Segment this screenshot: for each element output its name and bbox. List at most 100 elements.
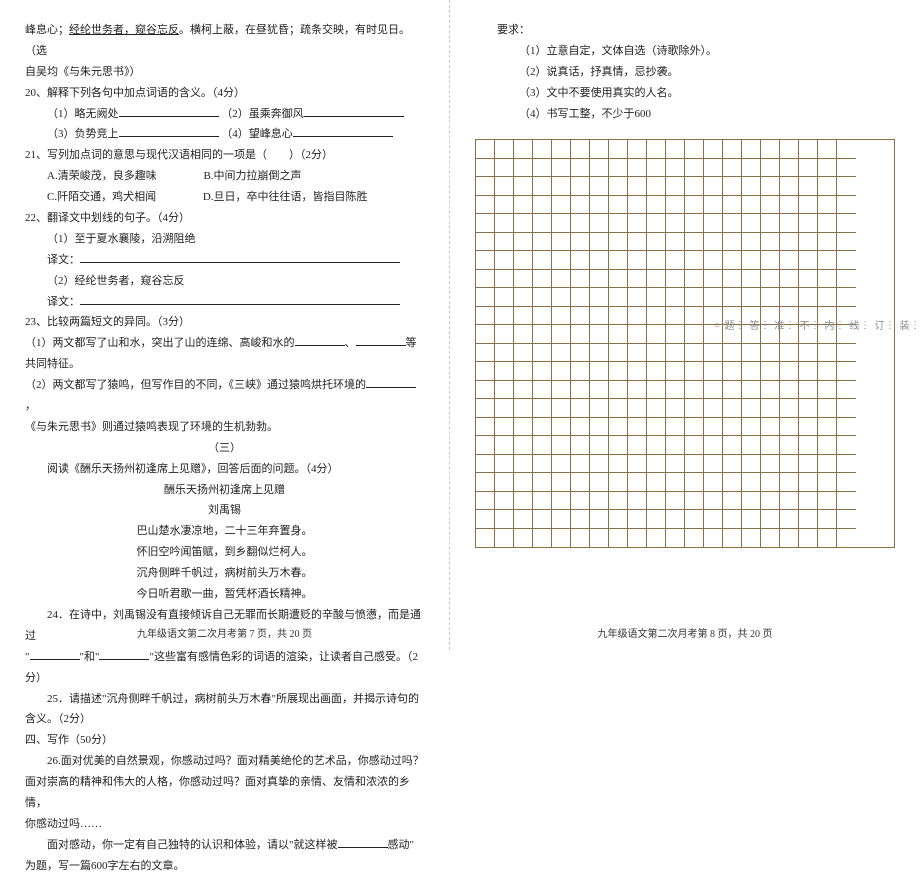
grid-cell[interactable] bbox=[666, 510, 685, 529]
grid-cell[interactable] bbox=[590, 325, 609, 344]
grid-cell[interactable] bbox=[780, 159, 799, 178]
grid-cell[interactable] bbox=[666, 270, 685, 289]
grid-cell[interactable] bbox=[704, 436, 723, 455]
grid-cell[interactable] bbox=[571, 362, 590, 381]
grid-cell[interactable] bbox=[552, 529, 571, 548]
grid-cell[interactable] bbox=[799, 344, 818, 363]
grid-cell[interactable] bbox=[552, 325, 571, 344]
grid-cell[interactable] bbox=[799, 177, 818, 196]
grid-cell[interactable] bbox=[533, 399, 552, 418]
grid-cell[interactable] bbox=[818, 362, 837, 381]
grid-cell[interactable] bbox=[571, 196, 590, 215]
grid-cell[interactable] bbox=[742, 381, 761, 400]
grid-cell[interactable] bbox=[780, 270, 799, 289]
grid-cell[interactable] bbox=[704, 159, 723, 178]
grid-cell[interactable] bbox=[571, 251, 590, 270]
grid-cell[interactable] bbox=[837, 177, 856, 196]
grid-cell[interactable] bbox=[495, 177, 514, 196]
grid-cell[interactable] bbox=[780, 529, 799, 548]
grid-cell[interactable] bbox=[571, 140, 590, 159]
grid-cell[interactable] bbox=[761, 344, 780, 363]
grid-cell[interactable] bbox=[609, 492, 628, 511]
grid-cell[interactable] bbox=[514, 270, 533, 289]
grid-cell[interactable] bbox=[609, 251, 628, 270]
blank[interactable] bbox=[80, 251, 400, 263]
grid-cell[interactable] bbox=[666, 196, 685, 215]
grid-cell[interactable] bbox=[799, 159, 818, 178]
grid-cell[interactable] bbox=[628, 325, 647, 344]
grid-cell[interactable] bbox=[514, 196, 533, 215]
grid-cell[interactable] bbox=[723, 455, 742, 474]
grid-cell[interactable] bbox=[514, 510, 533, 529]
grid-cell[interactable] bbox=[476, 196, 495, 215]
grid-cell[interactable] bbox=[495, 270, 514, 289]
grid-cell[interactable] bbox=[514, 159, 533, 178]
grid-cell[interactable] bbox=[590, 196, 609, 215]
grid-cell[interactable] bbox=[761, 381, 780, 400]
grid-cell[interactable] bbox=[837, 529, 856, 548]
grid-cell[interactable] bbox=[590, 399, 609, 418]
grid-cell[interactable] bbox=[647, 270, 666, 289]
grid-cell[interactable] bbox=[818, 399, 837, 418]
grid-cell[interactable] bbox=[552, 140, 571, 159]
grid-cell[interactable] bbox=[552, 214, 571, 233]
grid-cell[interactable] bbox=[647, 288, 666, 307]
grid-cell[interactable] bbox=[685, 214, 704, 233]
grid-cell[interactable] bbox=[704, 177, 723, 196]
grid-cell[interactable] bbox=[742, 418, 761, 437]
grid-cell[interactable] bbox=[552, 307, 571, 326]
grid-cell[interactable] bbox=[761, 362, 780, 381]
grid-cell[interactable] bbox=[666, 214, 685, 233]
grid-cell[interactable] bbox=[761, 418, 780, 437]
grid-cell[interactable] bbox=[628, 473, 647, 492]
grid-cell[interactable] bbox=[685, 529, 704, 548]
grid-cell[interactable] bbox=[647, 529, 666, 548]
grid-cell[interactable] bbox=[742, 362, 761, 381]
grid-cell[interactable] bbox=[628, 159, 647, 178]
grid-cell[interactable] bbox=[666, 177, 685, 196]
grid-cell[interactable] bbox=[628, 510, 647, 529]
grid-cell[interactable] bbox=[514, 362, 533, 381]
grid-cell[interactable] bbox=[723, 270, 742, 289]
grid-cell[interactable] bbox=[761, 196, 780, 215]
grid-cell[interactable] bbox=[780, 418, 799, 437]
grid-cell[interactable] bbox=[590, 455, 609, 474]
grid-cell[interactable] bbox=[799, 473, 818, 492]
grid-cell[interactable] bbox=[647, 492, 666, 511]
grid-cell[interactable] bbox=[609, 270, 628, 289]
blank[interactable] bbox=[338, 836, 388, 848]
grid-cell[interactable] bbox=[609, 510, 628, 529]
grid-cell[interactable] bbox=[647, 362, 666, 381]
grid-cell[interactable] bbox=[704, 510, 723, 529]
grid-cell[interactable] bbox=[533, 140, 552, 159]
grid-cell[interactable] bbox=[495, 307, 514, 326]
grid-cell[interactable] bbox=[495, 381, 514, 400]
grid-cell[interactable] bbox=[495, 399, 514, 418]
grid-cell[interactable] bbox=[837, 233, 856, 252]
grid-cell[interactable] bbox=[742, 159, 761, 178]
grid-cell[interactable] bbox=[514, 473, 533, 492]
grid-cell[interactable] bbox=[571, 233, 590, 252]
grid-cell[interactable] bbox=[495, 233, 514, 252]
grid-cell[interactable] bbox=[837, 436, 856, 455]
grid-cell[interactable] bbox=[761, 288, 780, 307]
grid-cell[interactable] bbox=[837, 214, 856, 233]
grid-cell[interactable] bbox=[571, 325, 590, 344]
grid-cell[interactable] bbox=[723, 196, 742, 215]
grid-cell[interactable] bbox=[609, 529, 628, 548]
grid-cell[interactable] bbox=[799, 455, 818, 474]
grid-cell[interactable] bbox=[533, 270, 552, 289]
grid-cell[interactable] bbox=[837, 140, 856, 159]
grid-cell[interactable] bbox=[723, 381, 742, 400]
grid-cell[interactable] bbox=[533, 455, 552, 474]
grid-cell[interactable] bbox=[666, 436, 685, 455]
grid-cell[interactable] bbox=[533, 159, 552, 178]
grid-cell[interactable] bbox=[533, 251, 552, 270]
grid-cell[interactable] bbox=[609, 381, 628, 400]
grid-cell[interactable] bbox=[685, 399, 704, 418]
grid-cell[interactable] bbox=[761, 455, 780, 474]
grid-cell[interactable] bbox=[628, 399, 647, 418]
grid-cell[interactable] bbox=[666, 399, 685, 418]
grid-cell[interactable] bbox=[552, 455, 571, 474]
grid-cell[interactable] bbox=[609, 159, 628, 178]
